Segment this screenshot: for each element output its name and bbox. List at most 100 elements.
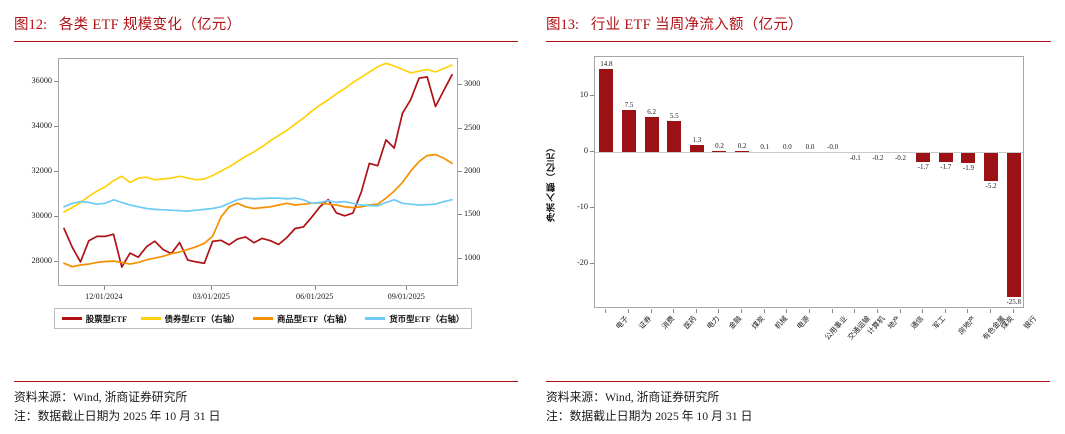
line-chart-right-tick-mark (458, 257, 462, 259)
bar (667, 121, 682, 153)
bar-value-label: -1.7 (940, 162, 952, 171)
bar-value-label: -0.1 (849, 153, 861, 162)
bar-value-label: -0.0 (827, 143, 839, 152)
bar-chart-category-label: 通信 (908, 314, 925, 331)
bar (689, 144, 704, 153)
bar-chart-category-label: 公用事业 (822, 314, 849, 342)
line-chart-left-tick-label: 30000 (31, 211, 52, 221)
bar-chart-category-tick-mark (990, 309, 992, 313)
bar-chart-category-tick-mark (831, 309, 833, 313)
bar-chart-y-tick-mark (590, 151, 594, 153)
line-chart-right-tick-mark (458, 127, 462, 129)
bar-chart-category-tick-mark (605, 309, 607, 313)
bar-chart-category-tick-mark (922, 309, 924, 313)
bar-chart-category-label: 地产 (885, 314, 903, 331)
line-chart-x-tick-label: 06/01/2025 (296, 292, 334, 301)
line-chart-left-tick-mark (54, 216, 58, 218)
legend-item-1[interactable]: 债券型ETF（右轴） (140, 313, 240, 325)
bar-value-label: 1.3 (692, 135, 702, 144)
bar-chart-category-tick-mark (854, 309, 856, 313)
bar-chart-category-label: 电力 (704, 314, 722, 331)
line-chart-right-tick-mark (458, 214, 462, 216)
bar-chart-y-tick-mark (590, 95, 594, 97)
bar-chart-category-label: 消费 (659, 314, 676, 331)
bar-chart-y-tick-label: -10 (577, 202, 588, 212)
bar-chart-y-tick-label: -20 (577, 258, 588, 268)
line-series-2 (63, 153, 453, 268)
bar (984, 152, 999, 182)
line-chart-left-tick-mark (54, 80, 58, 82)
bar-chart-category-label: 证券 (636, 314, 654, 331)
bar-chart-plot-area: 14.8 7.5 6.2 5.5 1.3 0.2 0.2 0.1 0.0 0.0 -0.0 -0.1 -… (594, 56, 1024, 308)
line-chart-left-tick-label: 34000 (31, 120, 52, 130)
line-chart-x-tick-mark (211, 286, 213, 290)
line-chart-right-tick-mark (458, 171, 462, 172)
figure-12-footer: 资料来源：Wind, 浙商证券研究所 注：数据截止日期为 2025 年 10 月… (14, 380, 518, 426)
bar-chart-category-tick-mark (718, 309, 720, 313)
bar-value-label: 14.8 (600, 60, 613, 69)
line-chart-right-tick-label: 3000 (464, 79, 481, 89)
bar-value-label: 5.5 (669, 112, 679, 121)
figure-13-source: 资料来源：Wind, 浙商证券研究所 (546, 389, 720, 404)
figure-13-title-text: 行业 ETF 当周净流入额（亿元） (590, 17, 803, 33)
line-chart-right-tick-label: 1000 (464, 252, 481, 262)
bar-chart-category-label: 军工 (930, 314, 948, 331)
legend-label: 商品型ETF（右轴） (276, 314, 352, 324)
bar-chart-category-label: 电源 (795, 314, 812, 331)
bar-chart-category-tick-mark (627, 309, 629, 313)
line-series-1 (63, 62, 453, 213)
line-chart-x-tick-label: 12/01/2024 (85, 292, 123, 301)
figure-13-footer: 资料来源：Wind, 浙商证券研究所 注：数据截止日期为 2025 年 10 月… (546, 380, 1050, 426)
line-chart-left-tick-label: 32000 (31, 166, 52, 175)
figure-13-note: 注：数据截止日期为 2025 年 10 月 31 日 (546, 408, 753, 423)
line-chart-left-tick-mark (54, 261, 58, 263)
legend-label: 股票型ETF (85, 314, 128, 324)
figure-13-title-rule (546, 41, 1051, 42)
bar (644, 117, 659, 153)
bar-chart-category-tick-mark (967, 309, 969, 313)
figure-12-source: 资料来源：Wind, 浙商证券研究所 (14, 389, 188, 404)
bar-chart-category-label: 电子 (614, 314, 631, 331)
bar-value-label: -1.9 (962, 163, 974, 172)
line-chart-x-tick-label: 09/01/2025 (387, 292, 425, 301)
bar-chart-category-tick-mark (876, 309, 878, 313)
bar-chart-category-label: 房地产 (956, 314, 978, 337)
legend-label: 债券型ETF（右轴） (164, 314, 240, 324)
legend-item-0[interactable]: 股票型ETF (61, 313, 128, 325)
bar-chart-category-tick-mark (899, 309, 901, 313)
bar-chart-category-tick-mark (650, 309, 652, 313)
legend-item-2[interactable]: 商品型ETF（右轴） (252, 313, 352, 325)
bar-value-label: 0.0 (805, 143, 815, 152)
figure-12-note: 注：数据截止日期为 2025 年 10 月 31 日 (14, 408, 221, 423)
figure-12-panel: 图12: 各类 ETF 规模变化（亿元） 28000 30000 32000 3400… (0, 0, 532, 434)
line-chart-x-tick-mark (406, 286, 408, 290)
bar (621, 110, 636, 153)
bar-value-label: -25.8 (1006, 297, 1021, 306)
bar-value-label: 0.2 (715, 142, 724, 151)
bar-chart-category-tick-mark (1012, 309, 1014, 313)
bar-chart-y-tick-label: 10 (579, 90, 588, 100)
bar-chart-category-label: 机械 (772, 314, 790, 331)
bar-chart-category-label: 银行 (1021, 314, 1038, 331)
bar-value-label: 0.1 (760, 142, 770, 151)
line-chart-legend: 股票型ETF 债券型ETF（右轴） 商品型ETF（右轴） 货币型ETF（右轴） (54, 308, 472, 329)
legend-item-3[interactable]: 货币型ETF（右轴） (365, 313, 464, 325)
figure-13-footer-rule (546, 380, 1050, 382)
bar-chart-category-label: 金融 (727, 314, 744, 331)
bar-value-label: 0.0 (782, 143, 792, 152)
bar-chart-category-label: 煤炭 (749, 314, 767, 331)
industry-etf-bar-chart: 净流入额（亿元） 10 0 -10 -20 14.8 7.5 6.2 5.5 1.3 0.2 0.… (546, 46, 1050, 346)
line-chart-plot-area (58, 58, 458, 286)
bar-chart-category-tick-mark (741, 309, 743, 313)
bar-value-label: -1.7 (917, 162, 929, 171)
figure-12-footer-rule (14, 380, 518, 382)
bar-chart-category-label: 医药 (682, 314, 699, 331)
bar (712, 151, 727, 153)
legend-swatch-icon (61, 317, 82, 320)
figure-12-title-rule (14, 41, 518, 42)
line-chart-x-tick-mark (103, 286, 105, 290)
legend-swatch-icon (140, 317, 161, 320)
figure-12-number: 图12: (14, 17, 48, 33)
line-chart-svg (63, 62, 453, 268)
